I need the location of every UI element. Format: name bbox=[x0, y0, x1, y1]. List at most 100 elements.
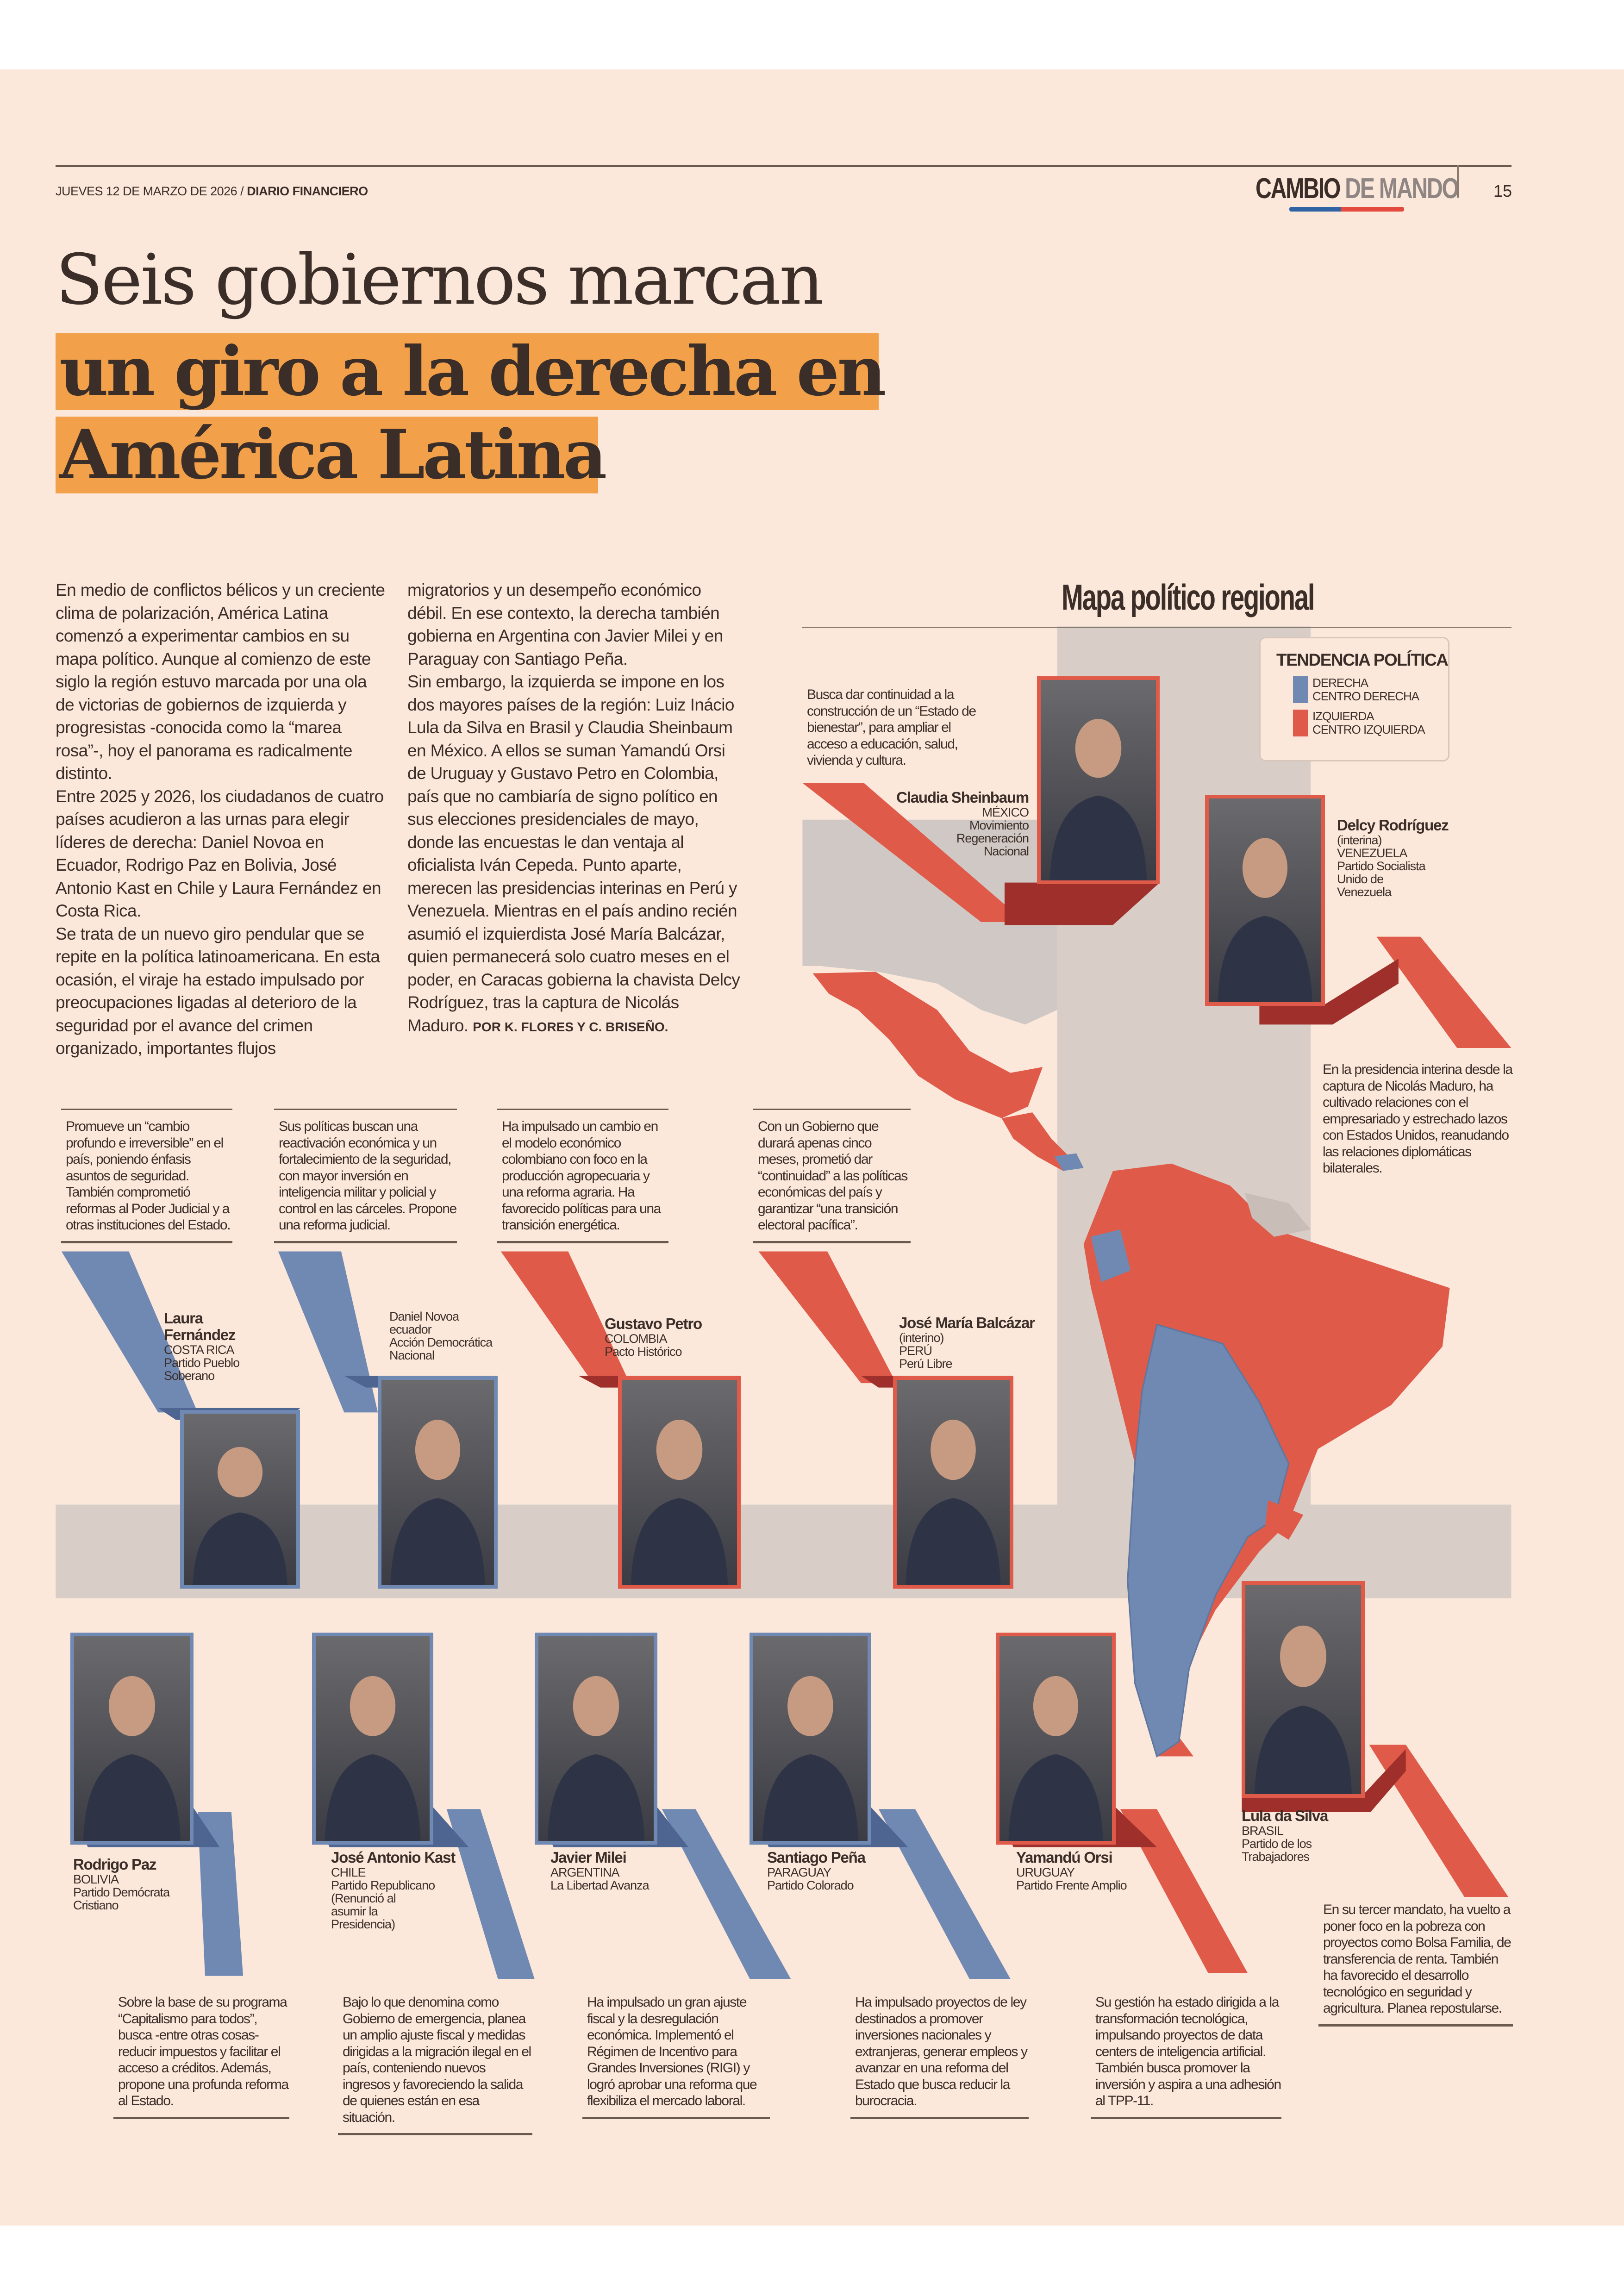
map-guyanas bbox=[1244, 1193, 1311, 1237]
novoa-label: Daniel Novoa ecuador Acción Democrática Na… bbox=[389, 1310, 500, 1362]
leader-country: URUGUAY bbox=[1016, 1865, 1075, 1879]
leader-party: Pacto Histórico bbox=[605, 1345, 682, 1359]
ribbon-kast bbox=[446, 1809, 535, 1979]
person-silhouette-icon bbox=[1218, 838, 1312, 1002]
rodriguez-label: Delcy Rodríguez (interina) VENEZUELA Par… bbox=[1337, 817, 1457, 899]
kast-label: José Antonio Kast CHILE Partido Republican… bbox=[331, 1849, 461, 1931]
ribbon-sheinbaum bbox=[802, 783, 1025, 923]
leader-name: Claudia Sheinbaum bbox=[896, 789, 1029, 806]
petro-description: Ha impulsado un cambio en el modelo econ… bbox=[497, 1109, 668, 1243]
kast-description: Bajo lo que denomina como Gobierno de em… bbox=[338, 1986, 532, 2135]
legend-item-right: DERECHA CENTRO DERECHA bbox=[1293, 676, 1448, 703]
leader-name: Delcy Rodríguez bbox=[1337, 817, 1449, 834]
leader-party: Movimiento Regeneración Nacional bbox=[956, 818, 1029, 858]
section-title-a: CAMBIO bbox=[1255, 173, 1341, 205]
paragraph: Entre 2025 y 2026, los ciudadanos de cua… bbox=[56, 786, 384, 921]
paragraph-text: Sin embargo, la izquierda se impone en l… bbox=[407, 672, 740, 1035]
milei-description: Ha impulsado un gran ajuste fiscal y la … bbox=[582, 1986, 770, 2119]
leader-name: Daniel Novoa bbox=[389, 1310, 459, 1323]
rodriguez-description: En la presidencia interina desde la capt… bbox=[1323, 1062, 1513, 1176]
leader-country: PERÚ bbox=[899, 1344, 932, 1358]
lula-description: En su tercer mandato, ha vuelto a poner … bbox=[1318, 1893, 1513, 2027]
leader-name: Laura Fernández bbox=[164, 1310, 236, 1343]
orsi-description: Su gestión ha estado dirigida a la trans… bbox=[1091, 1986, 1281, 2119]
section-title: CAMBIO DE MANDO bbox=[1255, 172, 1459, 205]
milei-label: Javier Milei ARGENTINA La Libertad Avanza bbox=[550, 1849, 671, 1892]
map-ecuador bbox=[1091, 1229, 1131, 1282]
date-text: JUEVES 12 DE MARZO DE 2026 bbox=[56, 184, 237, 198]
headline-line-3: América Latina bbox=[59, 415, 607, 494]
leader-name: José Antonio Kast bbox=[331, 1849, 456, 1866]
legend-swatch-blue bbox=[1293, 676, 1308, 703]
leader-note: (Renunció al asumir la Presidencia) bbox=[331, 1891, 396, 1931]
leader-party: Partido Pueblo Soberano bbox=[164, 1356, 240, 1383]
dateline: JUEVES 12 DE MARZO DE 2026 / DIARIO FINA… bbox=[56, 184, 368, 199]
portrait-fernandez bbox=[180, 1410, 300, 1589]
region-map bbox=[802, 819, 1450, 1758]
map-right-leaning-south bbox=[1127, 1323, 1290, 1758]
ribbon-pena bbox=[878, 1809, 1011, 1979]
paz-label: Rodrigo Paz BOLIVIA Partido Demócrata Cris… bbox=[73, 1856, 194, 1912]
leader-country: CHILE bbox=[331, 1865, 366, 1879]
leader-country: PARAGUAY bbox=[767, 1865, 831, 1879]
leader-country: COLOMBIA bbox=[605, 1332, 668, 1346]
portrait-rodriguez bbox=[1205, 795, 1325, 1006]
leader-party: La Libertad Avanza bbox=[550, 1878, 650, 1892]
legend-swatch-red bbox=[1293, 710, 1308, 736]
leader-party: Partido Frente Amplio bbox=[1016, 1878, 1127, 1892]
map-title-rule bbox=[802, 627, 1512, 628]
person-silhouette-icon bbox=[906, 1419, 1001, 1585]
person-silhouette-icon bbox=[193, 1447, 287, 1585]
portrait-pena bbox=[750, 1633, 871, 1845]
section-flag-bar bbox=[1289, 207, 1404, 212]
leader-party: Partido Republicano bbox=[331, 1878, 435, 1892]
headline-highlight-1 bbox=[56, 333, 879, 410]
person-silhouette-icon bbox=[631, 1419, 728, 1585]
portrait-orsi bbox=[996, 1633, 1116, 1845]
headline-line-2: un giro a la derecha en bbox=[59, 332, 886, 411]
balcazar-label: José María Balcázar (interino) PERÚ Perú Li… bbox=[899, 1314, 1047, 1371]
article-column-2: migratorios y un desempeño económico déb… bbox=[407, 579, 741, 1038]
portrait-sheinbaum bbox=[1037, 676, 1160, 884]
leader-country: BRASIL bbox=[1242, 1824, 1284, 1838]
leader-note: (interino) bbox=[899, 1331, 944, 1345]
leader-name: Yamandú Orsi bbox=[1016, 1849, 1113, 1866]
map-uruguay bbox=[1265, 1500, 1304, 1540]
leader-name: Santiago Peña bbox=[767, 1849, 866, 1866]
sheinbaum-description: Busca dar continuidad a la construcción … bbox=[807, 687, 976, 768]
portrait-lula bbox=[1242, 1581, 1365, 1798]
legend-label: DERECHA bbox=[1312, 676, 1368, 690]
legend-label: IZQUIERDA bbox=[1312, 709, 1374, 723]
paragraph: migratorios y un desempeño económico déb… bbox=[407, 580, 723, 668]
ribbon-balcazar bbox=[758, 1251, 896, 1384]
leader-name: Rodrigo Paz bbox=[73, 1856, 157, 1873]
ribbon-novoa bbox=[278, 1251, 378, 1413]
section-title-b: DE MANDO bbox=[1340, 173, 1459, 205]
person-silhouette-icon bbox=[325, 1676, 421, 1841]
pena-label: Santiago Peña PARAGUAY Partido Colorado bbox=[767, 1849, 887, 1892]
leader-name: José María Balcázar bbox=[899, 1314, 1035, 1331]
leader-party: Partido Socialista Unido de Venezuela bbox=[1337, 859, 1426, 899]
leader-party: Partido de los Trabajadores bbox=[1242, 1837, 1312, 1864]
leader-party: Partido Demócrata Cristiano bbox=[73, 1885, 170, 1912]
ribbon-rodriguez bbox=[1376, 936, 1512, 1048]
leader-country: COSTA RICA bbox=[164, 1343, 235, 1357]
paragraph: Se trata de un nuevo giro pendular que s… bbox=[56, 924, 380, 1058]
header-rule bbox=[56, 165, 1512, 167]
person-silhouette-icon bbox=[1255, 1625, 1352, 1794]
person-silhouette-icon bbox=[762, 1676, 859, 1841]
ribbon-petro bbox=[500, 1251, 630, 1384]
legend-title: TENDENCIA POLÍTICA bbox=[1276, 650, 1449, 669]
leader-party: Perú Libre bbox=[899, 1357, 953, 1371]
leader-name: Javier Milei bbox=[550, 1849, 627, 1866]
map-title: Mapa político regional bbox=[1062, 577, 1315, 617]
map-mexico bbox=[812, 972, 1043, 1118]
fernandez-description: Promueve un “cambio profundo e irreversi… bbox=[61, 1109, 232, 1243]
portrait-kast bbox=[312, 1633, 433, 1845]
ribbon-milei bbox=[662, 1809, 791, 1979]
leader-party: Partido Colorado bbox=[767, 1878, 854, 1892]
portrait-petro bbox=[618, 1376, 741, 1589]
newspaper-name: DIARIO FINANCIERO bbox=[247, 184, 368, 198]
lula-label: Lula da Silva BRASIL Partido de los Trabaj… bbox=[1242, 1808, 1362, 1864]
portrait-balcazar bbox=[893, 1376, 1013, 1589]
